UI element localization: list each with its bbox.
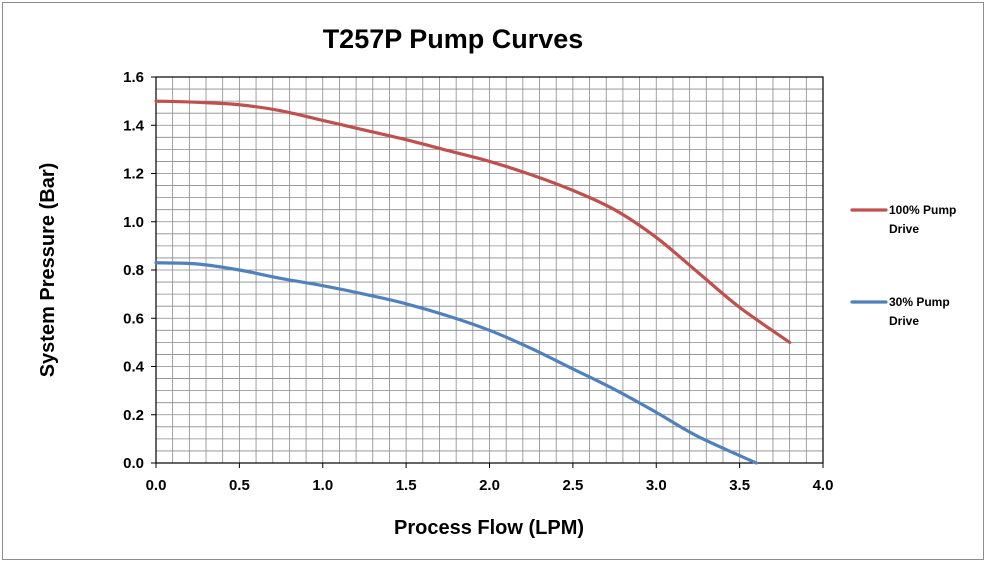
y-tick-label: 1.0	[123, 214, 144, 231]
x-tick-label: 2.5	[562, 477, 583, 494]
y-tick-label: 0.4	[123, 359, 145, 376]
x-tick-label: 3.0	[646, 477, 667, 494]
y-tick-label: 0.8	[123, 262, 144, 279]
y-axis-title: System Pressure (Bar)	[37, 163, 59, 378]
y-tick-label: 0.2	[123, 407, 144, 424]
x-tick-label: 4.0	[813, 477, 834, 494]
legend-label: 100% Pump	[889, 203, 956, 217]
x-tick-label: 0.0	[146, 477, 167, 494]
x-tick-label: 3.5	[729, 477, 750, 494]
y-tick-label: 1.4	[123, 117, 145, 134]
legend-label: Drive	[889, 222, 919, 236]
legend-label: Drive	[889, 314, 919, 328]
series-line-30-percent	[154, 261, 758, 465]
legend: 100% Pump Drive 30% Pump Drive	[850, 203, 956, 328]
series-lines	[154, 99, 792, 465]
x-tick-label: 2.0	[479, 477, 500, 494]
y-tick-label: 0.0	[123, 455, 144, 472]
x-tick-label: 1.5	[396, 477, 417, 494]
grid	[156, 77, 823, 463]
x-tick-label: 1.0	[312, 477, 333, 494]
y-tick-label: 1.2	[123, 166, 144, 183]
y-tick-label: 0.6	[123, 310, 144, 327]
y-tick-label: 1.6	[123, 69, 144, 86]
tick-labels: 0.0 0.5 1.0 1.5 2.0 2.5 3.0 3.5 4.0 0.0 0.2 0.4 0.6 0…	[123, 69, 833, 494]
x-axis-title: Process Flow (LPM)	[394, 517, 584, 539]
x-tick-label: 0.5	[229, 477, 250, 494]
series-line-100-percent	[154, 99, 792, 344]
legend-label: 30% Pump	[889, 295, 950, 309]
chart-title: T257P Pump Curves	[323, 24, 584, 54]
